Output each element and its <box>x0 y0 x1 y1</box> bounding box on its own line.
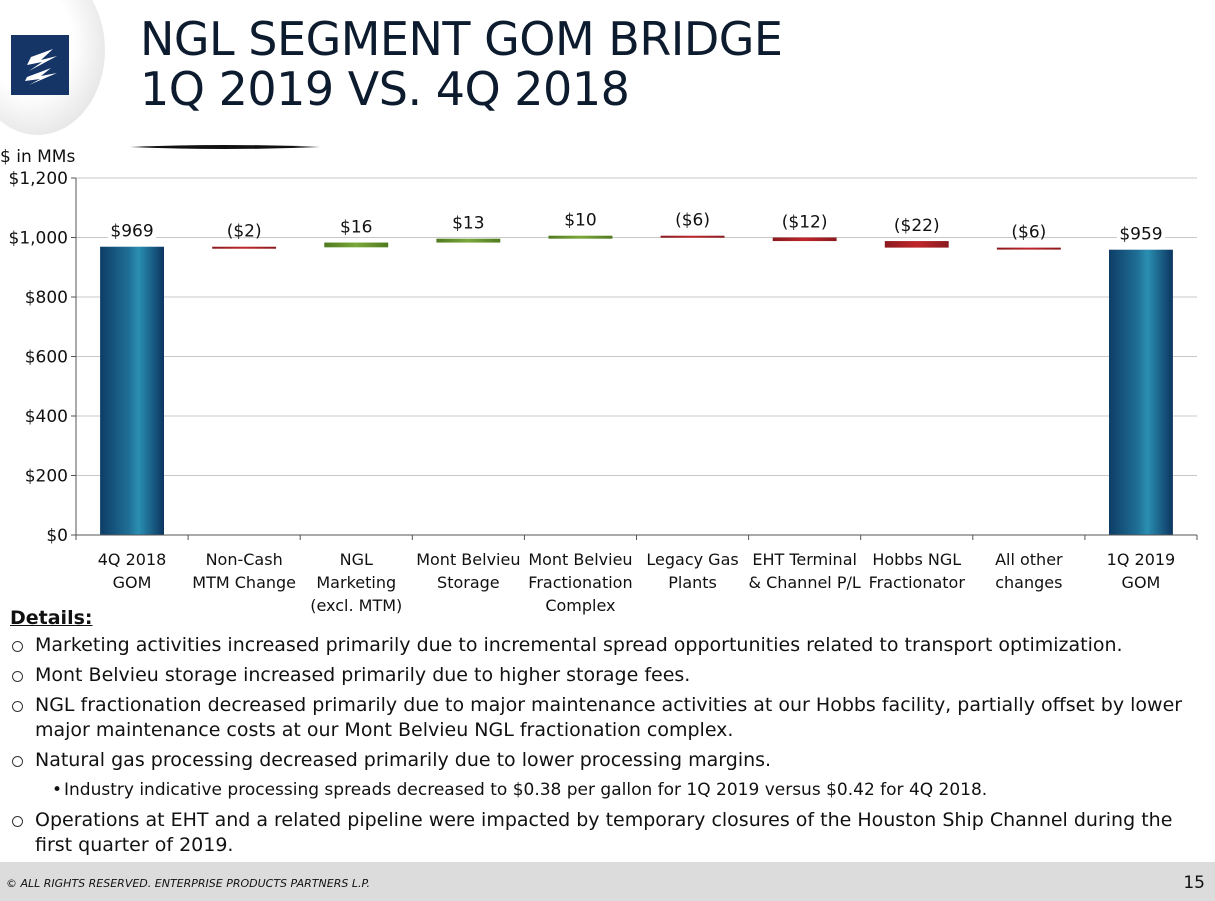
x-tick-label-line: Marketing <box>316 573 396 592</box>
x-tick-label-line: Mont Belvieu <box>416 550 520 569</box>
increase-bar <box>548 235 613 239</box>
decrease-bar <box>660 235 725 238</box>
x-tick-label-line: All other <box>995 550 1063 569</box>
x-tick-label: Legacy Gas Plants <box>646 550 738 592</box>
page-title: NGL SEGMENT GOM BRIDGE 1Q 2019 VS. 4Q 20… <box>140 12 783 116</box>
y-tick-label: $200 <box>25 467 68 487</box>
data-label: ($22) <box>894 216 940 236</box>
data-label: ($6) <box>675 211 710 231</box>
label-layer: $969 ($2) $16 $13 $10 ($6) ($12) ($22) ($6) $959 <box>108 211 1165 245</box>
x-tick-label: Non-Cash MTM Change <box>192 550 296 592</box>
details-heading: Details: <box>10 607 93 629</box>
x-tick-label: NGL Marketing (excl. MTM) <box>310 550 402 615</box>
data-label: $959 <box>1119 225 1162 245</box>
y-tick-label: $1,200 <box>9 169 68 189</box>
x-tick-label-line: 4Q 2018 <box>98 550 167 569</box>
details-list: Marketing activities increased primarily… <box>10 633 1205 858</box>
x-tick-label: EHT Terminal & Channel P/L <box>749 550 861 592</box>
y-tick-label: $400 <box>25 407 68 427</box>
data-label-backing <box>108 219 157 240</box>
decrease-bar <box>884 241 949 248</box>
x-tick-label: Hobbs NGL Fractionator <box>869 550 966 592</box>
x-tick-label-line: changes <box>995 573 1062 592</box>
y-tick-label: $0 <box>46 526 68 546</box>
x-tick-label-line: Hobbs NGL <box>872 550 961 569</box>
axis-layer: $0 $200 $400 $600 $800 $1,000 $1,200 4Q 2018 GOM… <box>9 169 1198 615</box>
y-tick-label: $600 <box>25 348 68 368</box>
detail-bullet: Operations at EHT and a related pipeline… <box>10 808 1205 858</box>
x-tick-label-line: (excl. MTM) <box>310 596 402 615</box>
x-tick-label-line: NGL <box>340 550 373 569</box>
detail-bullet: NGL fractionation decreased primarily du… <box>10 693 1205 743</box>
x-tick-label-line: Non-Cash <box>206 550 283 569</box>
x-tick-label: Mont Belvieu Storage <box>416 550 520 592</box>
details-section: Details: Marketing activities increased … <box>10 606 1205 863</box>
x-tick-label-line: Storage <box>437 573 500 592</box>
y-tick-label: $800 <box>25 288 68 308</box>
x-tick-label: 4Q 2018 GOM <box>98 550 167 592</box>
page-number: 15 <box>1183 873 1205 893</box>
detail-bullet: Mont Belvieu storage increased primarily… <box>10 663 1205 688</box>
x-tick-label-line: Plants <box>668 573 717 592</box>
copyright-text: © ALL RIGHTS RESERVED. ENTERPRISE PRODUC… <box>6 877 371 890</box>
x-tick-label-line: & Channel P/L <box>749 573 861 592</box>
x-tick-label-line: Legacy Gas <box>646 550 738 569</box>
decrease-bar <box>772 237 837 242</box>
detail-bullet: Natural gas processing decreased primari… <box>10 748 1205 773</box>
x-tick-label-line: Complex <box>545 596 615 615</box>
data-label: $16 <box>340 218 372 238</box>
decrease-bar <box>212 246 277 249</box>
title-line-1: NGL SEGMENT GOM BRIDGE <box>140 12 783 66</box>
y-tick-label: $1,000 <box>9 229 68 249</box>
x-tick-label-line: GOM <box>1122 573 1161 592</box>
detail-sub-bullet: Industry indicative processing spreads d… <box>10 778 1205 803</box>
detail-bullet: Marketing activities increased primarily… <box>10 633 1205 658</box>
x-tick-label-line: EHT Terminal <box>752 550 857 569</box>
enterprise-logo-icon <box>11 35 69 95</box>
x-tick-label-line: GOM <box>113 573 152 592</box>
x-tick-label: Mont Belvieu Fractionation Complex <box>528 550 632 615</box>
x-tick-label-line: MTM Change <box>192 573 296 592</box>
total-bar <box>100 246 164 535</box>
x-tick-label: All other changes <box>995 550 1063 592</box>
grid-layer <box>76 177 1197 476</box>
total-bar <box>1109 249 1173 535</box>
title-underline <box>130 145 320 149</box>
data-label: $969 <box>110 222 153 242</box>
x-tick-label: 1Q 2019 GOM <box>1107 550 1176 592</box>
data-label: $13 <box>452 214 484 234</box>
data-label: ($6) <box>1011 223 1046 243</box>
increase-bar <box>436 238 501 243</box>
bar-layer <box>100 235 1173 535</box>
x-tick-label-line: Mont Belvieu <box>528 550 632 569</box>
x-tick-label-line: Fractionation <box>528 573 632 592</box>
increase-bar <box>324 242 389 248</box>
footer: © ALL RIGHTS RESERVED. ENTERPRISE PRODUC… <box>0 862 1215 901</box>
x-tick-label-line: Fractionator <box>869 573 966 592</box>
decrease-bar <box>996 247 1061 250</box>
data-label: ($2) <box>227 222 262 242</box>
x-tick-label-line: 1Q 2019 <box>1107 550 1176 569</box>
title-line-2: 1Q 2019 VS. 4Q 2018 <box>140 62 630 116</box>
data-label-backing <box>1116 222 1165 243</box>
data-label: ($12) <box>782 213 828 233</box>
y-axis-label: $ in MMs <box>0 147 75 167</box>
waterfall-chart: $ in MMs $969 ($2) $16 $13 $10 ($6) ($12) ($22)… <box>0 147 1198 615</box>
data-label: $10 <box>564 211 596 231</box>
